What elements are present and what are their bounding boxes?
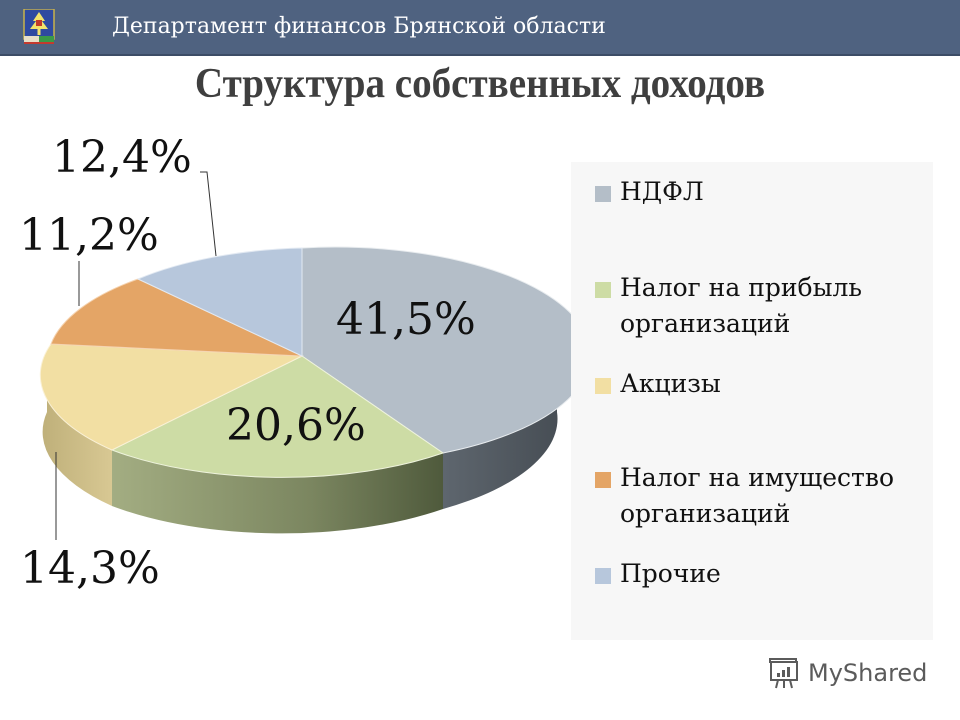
pie-top — [39, 246, 592, 478]
legend-swatch-icon — [595, 568, 611, 584]
data-label-other: 12,4% — [52, 132, 192, 183]
legend-item-profit-tax: Налог на прибыль организаций — [595, 270, 915, 342]
data-label-excise: 14,3% — [20, 543, 160, 594]
watermark[interactable]: MyShared — [766, 656, 927, 690]
slice-property-tax[interactable] — [50, 278, 303, 357]
legend-label: Налог на прибыль организаций — [620, 273, 862, 338]
data-label-property-tax: 11,2% — [19, 210, 159, 261]
page-title: Структура собственных доходов — [194, 61, 766, 107]
legend-item-property-tax: Налог на имущество организаций — [595, 460, 925, 532]
slice-profit-tax[interactable] — [110, 355, 445, 478]
watermark-text: MyShared — [808, 659, 928, 687]
legend-label: Налог на имущество организаций — [620, 463, 895, 528]
data-label-profit-tax: 20,6% — [226, 400, 366, 451]
legend-swatch-icon — [595, 186, 611, 202]
legend-label: Прочие — [620, 559, 721, 588]
leader-lines — [55, 171, 217, 540]
legend-swatch-icon — [595, 378, 611, 394]
slice-excise[interactable] — [39, 343, 304, 451]
header-bar: Департамент финансов Брянской области — [0, 0, 960, 56]
legend-label: НДФЛ — [620, 177, 704, 206]
legend-item-other: Прочие — [595, 556, 721, 592]
data-label-ndfl: 41,5% — [336, 294, 476, 345]
presentation-board-icon — [769, 658, 798, 689]
legend-swatch-icon — [595, 472, 611, 488]
legend-item-ndfl: НДФЛ — [595, 174, 704, 210]
legend-swatch-icon — [595, 282, 611, 298]
legend-item-excise: Акцизы — [595, 366, 721, 402]
chart-legend: НДФЛ Налог на прибыль организаций Акцизы… — [571, 162, 933, 640]
leader-line-other — [200, 171, 217, 257]
legend-label: Акцизы — [620, 369, 721, 398]
slice-other[interactable] — [136, 247, 303, 357]
coat-of-arms-icon — [23, 9, 55, 44]
header-title: Департамент финансов Брянской области — [112, 14, 606, 39]
slice-side-profit-tax — [112, 450, 443, 534]
